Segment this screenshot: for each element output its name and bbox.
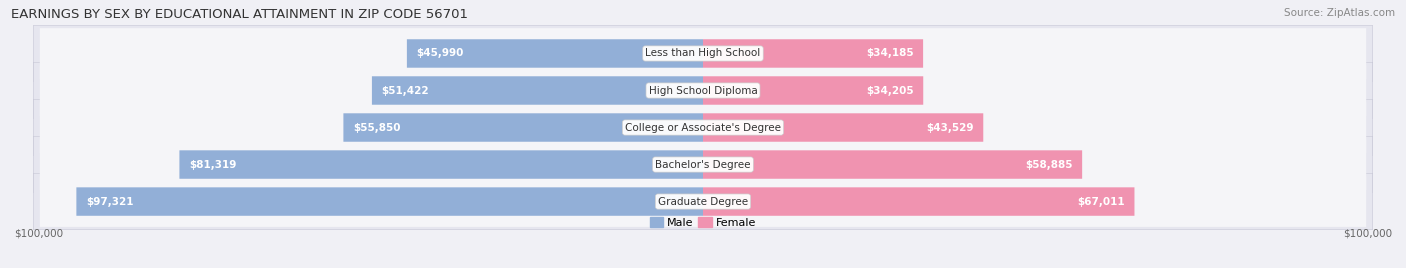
Text: Graduate Degree: Graduate Degree [658, 196, 748, 207]
FancyBboxPatch shape [180, 150, 703, 179]
FancyBboxPatch shape [703, 39, 924, 68]
FancyBboxPatch shape [34, 25, 1372, 82]
FancyBboxPatch shape [39, 176, 1367, 227]
Text: $34,185: $34,185 [866, 49, 914, 58]
Text: $45,990: $45,990 [416, 49, 464, 58]
Text: $100,000: $100,000 [1343, 228, 1392, 239]
Text: Less than High School: Less than High School [645, 49, 761, 58]
Text: $100,000: $100,000 [14, 228, 63, 239]
Text: $55,850: $55,850 [353, 122, 401, 132]
FancyBboxPatch shape [76, 187, 703, 216]
Text: $34,205: $34,205 [866, 85, 914, 95]
FancyBboxPatch shape [39, 102, 1367, 153]
Text: $97,321: $97,321 [86, 196, 134, 207]
Text: College or Associate's Degree: College or Associate's Degree [626, 122, 780, 132]
FancyBboxPatch shape [34, 173, 1372, 230]
FancyBboxPatch shape [34, 62, 1372, 119]
FancyBboxPatch shape [34, 136, 1372, 193]
FancyBboxPatch shape [373, 76, 703, 105]
Text: $43,529: $43,529 [927, 122, 973, 132]
Legend: Male, Female: Male, Female [645, 213, 761, 232]
FancyBboxPatch shape [703, 150, 1083, 179]
FancyBboxPatch shape [406, 39, 703, 68]
FancyBboxPatch shape [703, 76, 924, 105]
FancyBboxPatch shape [703, 113, 983, 142]
FancyBboxPatch shape [343, 113, 703, 142]
Text: Bachelor's Degree: Bachelor's Degree [655, 159, 751, 170]
FancyBboxPatch shape [39, 139, 1367, 190]
Text: High School Diploma: High School Diploma [648, 85, 758, 95]
Text: EARNINGS BY SEX BY EDUCATIONAL ATTAINMENT IN ZIP CODE 56701: EARNINGS BY SEX BY EDUCATIONAL ATTAINMEN… [11, 8, 468, 21]
Text: Source: ZipAtlas.com: Source: ZipAtlas.com [1284, 8, 1395, 18]
FancyBboxPatch shape [34, 99, 1372, 156]
Text: $81,319: $81,319 [188, 159, 236, 170]
Text: $51,422: $51,422 [381, 85, 429, 95]
FancyBboxPatch shape [39, 28, 1367, 79]
FancyBboxPatch shape [39, 65, 1367, 116]
FancyBboxPatch shape [703, 187, 1135, 216]
Text: $58,885: $58,885 [1025, 159, 1073, 170]
Text: $67,011: $67,011 [1077, 196, 1125, 207]
